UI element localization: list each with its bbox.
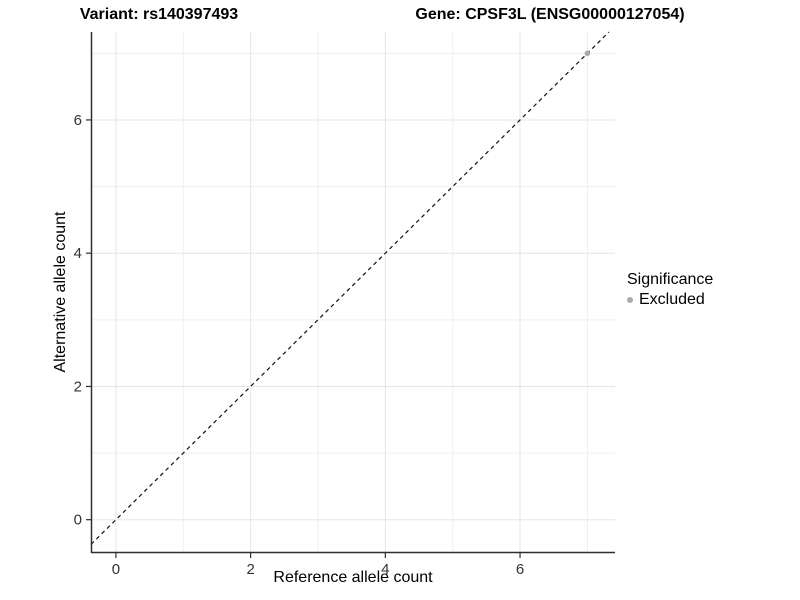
x-axis-title: Reference allele count — [273, 569, 433, 586]
plot-title-gene: Gene: CPSF3L (ENSG00000127054) — [415, 6, 685, 23]
chart-canvas: 0 2 4 6 0 2 4 6 — [74, 31, 615, 578]
x-tick-label: 4 — [381, 561, 389, 578]
legend-item-label: Excluded — [639, 291, 705, 308]
x-tick-label: 6 — [516, 561, 524, 578]
x-tick-label: 2 — [246, 561, 254, 578]
data-point — [584, 50, 591, 57]
plot-panel: 0 2 4 6 0 2 4 6 — [74, 31, 615, 578]
y-tick-label: 4 — [74, 245, 82, 262]
plot-title-variant: Variant: rs140397493 — [79, 6, 239, 23]
y-tick-label: 0 — [74, 512, 82, 529]
y-tick-label: 2 — [74, 378, 82, 395]
legend: Significance Excluded — [627, 270, 713, 310]
x-tick-label: 0 — [112, 561, 120, 578]
y-tick-label: 6 — [74, 112, 82, 129]
y-axis-title: Alternative allele count — [52, 211, 69, 373]
point-marker-icon — [627, 297, 633, 303]
legend-item-excluded: Excluded — [627, 290, 713, 310]
legend-title: Significance — [627, 271, 714, 288]
identity-line — [90, 31, 610, 545]
